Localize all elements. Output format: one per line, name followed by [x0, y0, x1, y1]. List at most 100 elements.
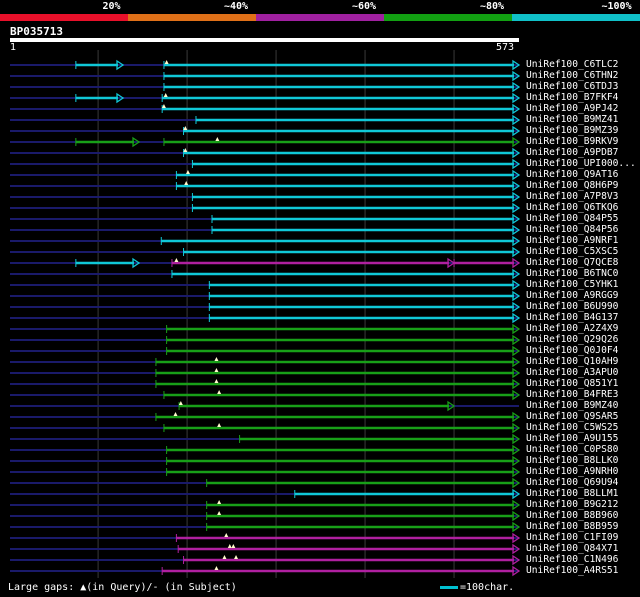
legend-segment	[384, 14, 512, 21]
hit-segment-arrow	[512, 488, 521, 500]
query-gap-marker	[214, 357, 219, 361]
hit-label[interactable]: UniRef100_B9MZ41	[526, 114, 619, 125]
legend-segment-label: ~80%	[480, 1, 505, 12]
hit-label[interactable]: UniRef100_A9U155	[526, 433, 619, 444]
hit-label[interactable]: UniRef100_A3APU0	[526, 367, 619, 378]
hit-segment-arrow	[512, 213, 521, 225]
hit-label[interactable]: UniRef100_B8B959	[526, 521, 619, 532]
hit-label[interactable]: UniRef100_Q29Q26	[526, 334, 619, 345]
hit-label[interactable]: UniRef100_Q8H6P9	[526, 180, 619, 191]
hit-label[interactable]: UniRef100_Q84P56	[526, 224, 619, 235]
hit-label[interactable]: UniRef100_B9MZ39	[526, 125, 619, 136]
hit-label[interactable]: UniRef100_B7FKF4	[526, 92, 619, 103]
query-gap-marker	[214, 368, 219, 372]
hit-segment-arrow	[512, 532, 521, 544]
query-gap-marker	[184, 181, 189, 185]
hit-segment-arrow	[512, 246, 521, 258]
hit-label[interactable]: UniRef100_B6U990	[526, 301, 619, 312]
hit-segment-arrow	[512, 411, 521, 423]
hit-label[interactable]: UniRef100_Q69U94	[526, 477, 619, 488]
hit-segment-arrow	[512, 125, 521, 137]
hit-segment-arrow	[512, 565, 521, 577]
hit-label[interactable]: UniRef100_A4RS51	[526, 565, 619, 576]
query-gap-marker	[215, 137, 220, 141]
hit-label[interactable]: UniRef100_Q6TKQ6	[526, 202, 619, 213]
hit-label[interactable]: UniRef100_A9PJ42	[526, 103, 619, 114]
hit-label[interactable]: UniRef100_Q84X71	[526, 543, 619, 554]
hit-segment-arrow	[512, 554, 521, 566]
hit-label[interactable]: UniRef100_Q9SAR5	[526, 411, 619, 422]
query-gap-marker	[163, 93, 168, 97]
query-gap-marker	[217, 423, 222, 427]
hit-label[interactable]: UniRef100_C5YHK1	[526, 279, 619, 290]
hit-segment-arrow	[512, 389, 521, 401]
hit-label[interactable]: UniRef100_C6TLC2	[526, 59, 619, 70]
hit-segment-arrow	[512, 290, 521, 302]
hit-label[interactable]: UniRef100_C1N496	[526, 554, 619, 565]
hit-label[interactable]: UniRef100_Q851Y1	[526, 378, 619, 389]
hit-segment-arrow	[512, 345, 521, 357]
hit-label[interactable]: UniRef100_Q7QCE8	[526, 257, 619, 268]
scale-swatch	[440, 585, 458, 589]
legend-segment-label: 20%	[102, 1, 121, 12]
hit-segment-arrow	[132, 136, 141, 148]
query-gap-marker	[214, 379, 219, 383]
hit-segment-arrow	[512, 334, 521, 346]
hit-label[interactable]: UniRef100_B9MZ40	[526, 400, 619, 411]
hit-label[interactable]: UniRef100_A9RGG9	[526, 290, 619, 301]
hit-label[interactable]: UniRef100_C6TDJ3	[526, 81, 619, 92]
hit-label[interactable]: UniRef100_A9NRH0	[526, 466, 619, 477]
query-gap-marker	[224, 533, 229, 537]
hit-segment-arrow	[512, 92, 521, 104]
hit-segment-arrow	[512, 510, 521, 522]
hit-segment-arrow	[512, 81, 521, 93]
hit-label[interactable]: UniRef100_B6TNC0	[526, 268, 619, 279]
hit-segment-arrow	[512, 202, 521, 214]
legend-segment	[512, 14, 640, 21]
hit-segment-arrow	[512, 367, 521, 379]
legend-segment	[128, 14, 256, 21]
hit-label[interactable]: UniRef100_B8LLK0	[526, 455, 619, 466]
hit-label[interactable]: UniRef100_A9NRF1	[526, 235, 619, 246]
hit-label[interactable]: UniRef100_B4G137	[526, 312, 619, 323]
query-gap-marker	[217, 511, 222, 515]
hit-label[interactable]: UniRef100_C5WS25	[526, 422, 619, 433]
hit-label[interactable]: UniRef100_C1FI09	[526, 532, 619, 543]
hit-segment-arrow	[512, 466, 521, 478]
identity-color-legend: 20% ~40% ~60% ~80% ~100%	[0, 0, 640, 22]
hit-label[interactable]: UniRef100_A7P8V3	[526, 191, 619, 202]
hit-label[interactable]: UniRef100_Q9AT16	[526, 169, 619, 180]
hit-segment-arrow	[512, 136, 521, 148]
hit-label[interactable]: UniRef100_A9PDB7	[526, 147, 619, 158]
query-id: BP035713	[10, 25, 63, 38]
hit-label[interactable]: UniRef100_UPI000...	[526, 158, 636, 169]
hit-segment-arrow	[512, 521, 521, 533]
hit-label[interactable]: UniRef100_Q0J0F4	[526, 345, 619, 356]
hit-label[interactable]: UniRef100_C0PS80	[526, 444, 619, 455]
hit-label[interactable]: UniRef100_B9RKV9	[526, 136, 619, 147]
query-gap-marker	[161, 104, 166, 108]
hit-segment-arrow	[512, 301, 521, 313]
hit-label[interactable]: UniRef100_B9G212	[526, 499, 619, 510]
hit-label[interactable]: UniRef100_B8LLM1	[526, 488, 619, 499]
hit-segment-arrow	[512, 543, 521, 555]
hit-label[interactable]: UniRef100_B4FRE3	[526, 389, 619, 400]
hit-label[interactable]: UniRef100_C6THN2	[526, 70, 619, 81]
hit-label[interactable]: UniRef100_Q10AH9	[526, 356, 619, 367]
query-gap-marker	[214, 566, 219, 570]
query-gap-marker	[231, 544, 236, 548]
hit-label[interactable]: UniRef100_Q84P55	[526, 213, 619, 224]
hit-segment-arrow	[512, 279, 521, 291]
hit-label[interactable]: UniRef100_C5XSC5	[526, 246, 619, 257]
hit-label[interactable]: UniRef100_A2Z4X9	[526, 323, 619, 334]
hit-label[interactable]: UniRef100_B8B960	[526, 510, 619, 521]
hit-segment-arrow	[512, 169, 521, 181]
query-gap-marker	[183, 126, 188, 130]
hit-segment-arrow	[447, 257, 456, 269]
hit-segment-arrow	[512, 433, 521, 445]
query-gap-marker	[174, 258, 179, 262]
query-gap-marker	[173, 412, 178, 416]
legend-segment	[256, 14, 384, 21]
hit-segment-arrow	[512, 114, 521, 126]
